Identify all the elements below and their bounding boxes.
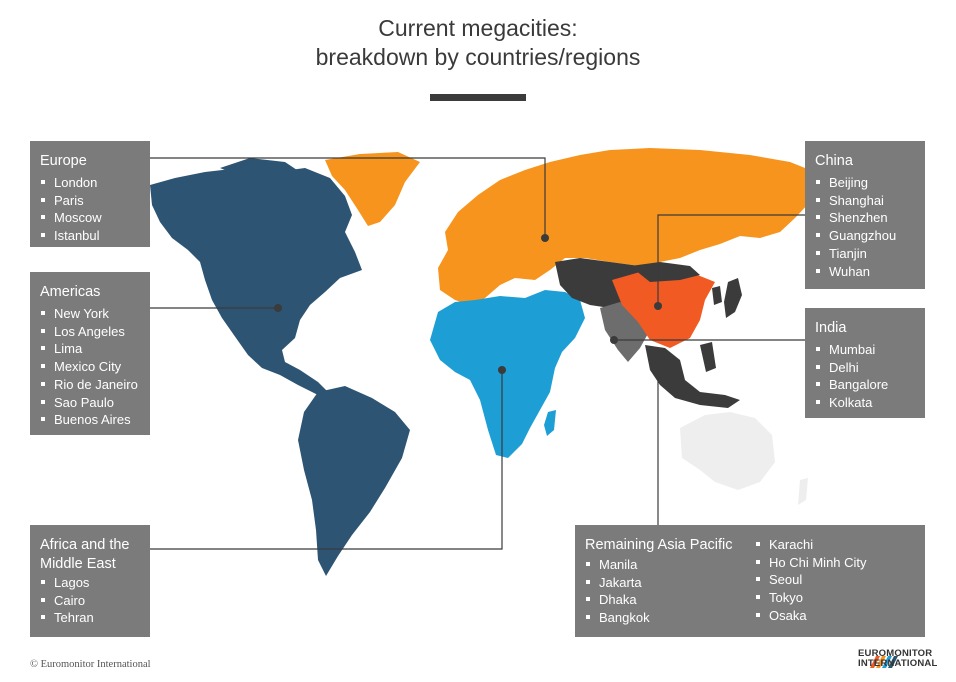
dot-americas (274, 304, 282, 312)
africa-title-line-2: Middle East (40, 556, 116, 572)
region-europe-russia (438, 148, 820, 305)
region-korea (712, 286, 722, 305)
list-item: Osaka (755, 607, 867, 625)
region-china (612, 268, 715, 348)
region-greenland (325, 152, 420, 226)
title-line-2: breakdown by countries/regions (315, 44, 641, 70)
list-item: Bangkok (585, 609, 755, 627)
asia-pacific-box: Remaining Asia Pacific Manila Jakarta Dh… (575, 525, 925, 637)
china-city-list: Beijing Shanghai Shenzhen Guangzhou Tian… (815, 174, 917, 280)
list-item: Ho Chi Minh City (755, 554, 867, 572)
connector-europe (150, 157, 546, 238)
asia-pacific-columns: Remaining Asia Pacific Manila Jakarta Dh… (585, 536, 917, 627)
africa-city-list: Lagos Cairo Tehran (40, 574, 142, 627)
connector-dots (274, 234, 662, 378)
list-item: Cairo (40, 592, 142, 610)
region-africa-middle-east (430, 290, 585, 458)
asia-pacific-city-list-2: Karachi Ho Chi Minh City Seoul Tokyo Osa… (755, 536, 867, 625)
europe-city-list: London Paris Moscow Istanbul (40, 174, 142, 245)
list-item: Mumbai (815, 341, 917, 359)
asia-pacific-city-list-1: Manila Jakarta Dhaka Bangkok (585, 556, 755, 627)
list-item: Karachi (755, 536, 867, 554)
list-item: Istanbul (40, 227, 142, 245)
list-item: Kolkata (815, 394, 917, 412)
logo-text: EUROMONITOR INTERNATIONAL (858, 649, 937, 669)
region-arctic-islands (220, 158, 300, 178)
list-item: London (40, 174, 142, 192)
logo-line-2: INTERNATIONAL (858, 658, 938, 669)
list-item: Shanghai (815, 192, 917, 210)
china-box: China Beijing Shanghai Shenzhen Guangzho… (805, 141, 925, 289)
list-item: Buenos Aires (40, 411, 142, 429)
region-australia (680, 412, 775, 490)
list-item: Delhi (815, 359, 917, 377)
dot-india (610, 336, 618, 344)
list-item: Jakarta (585, 574, 755, 592)
india-box: India Mumbai Delhi Bangalore Kolkata (805, 308, 925, 418)
connector-africa (150, 370, 503, 550)
asia-pacific-column-2: Karachi Ho Chi Minh City Seoul Tokyo Osa… (755, 536, 867, 627)
region-south-america (298, 386, 410, 576)
india-city-list: Mumbai Delhi Bangalore Kolkata (815, 341, 917, 412)
region-new-zealand (798, 478, 808, 505)
dot-africa (498, 366, 506, 374)
euromonitor-logo-icon (870, 656, 898, 668)
list-item: Bangalore (815, 376, 917, 394)
list-item: Tokyo (755, 589, 867, 607)
africa-title: Africa and the Middle East (40, 536, 142, 574)
list-item: Lima (40, 340, 142, 358)
list-item: New York (40, 305, 142, 323)
europe-title: Europe (40, 153, 87, 169)
page-title: Current megacities: breakdown by countri… (0, 14, 956, 72)
dot-asia-pacific (654, 370, 662, 378)
region-japan (724, 278, 742, 318)
region-madagascar (544, 410, 556, 436)
list-item: Beijing (815, 174, 917, 192)
americas-box: Americas New York Los Angeles Lima Mexic… (30, 272, 150, 435)
list-item: Moscow (40, 209, 142, 227)
list-item: Dhaka (585, 591, 755, 609)
connector-china (657, 214, 805, 306)
region-philippines (700, 342, 716, 372)
list-item: Mexico City (40, 358, 142, 376)
dot-europe (541, 234, 549, 242)
title-line-1: Current megacities: (378, 15, 578, 41)
region-mongolia (630, 262, 700, 282)
list-item: Seoul (755, 571, 867, 589)
asia-pacific-column-1: Remaining Asia Pacific Manila Jakarta Dh… (585, 536, 755, 627)
africa-middle-east-box: Africa and the Middle East Lagos Cairo T… (30, 525, 150, 637)
china-title: China (815, 153, 853, 169)
logo-line-1: EUROMONITOR (858, 648, 933, 659)
list-item: Tianjin (815, 245, 917, 263)
copyright-text: © Euromonitor International (30, 659, 151, 670)
list-item: Rio de Janeiro (40, 376, 142, 394)
list-item: Los Angeles (40, 323, 142, 341)
list-item: Manila (585, 556, 755, 574)
connector-lines (150, 157, 805, 550)
americas-city-list: New York Los Angeles Lima Mexico City Ri… (40, 305, 142, 429)
list-item: Lagos (40, 574, 142, 592)
americas-title: Americas (40, 284, 101, 300)
list-item: Shenzhen (815, 209, 917, 227)
africa-title-line-1: Africa and the (40, 537, 130, 553)
title-underline (430, 94, 526, 101)
region-north-america (150, 168, 362, 395)
list-item: Paris (40, 192, 142, 210)
list-item: Guangzhou (815, 227, 917, 245)
india-title: India (815, 320, 847, 336)
dot-china (654, 302, 662, 310)
list-item: Tehran (40, 609, 142, 627)
list-item: Sao Paulo (40, 394, 142, 412)
europe-box: Europe London Paris Moscow Istanbul (30, 141, 150, 247)
region-southeast-asia (645, 345, 740, 408)
asia-pacific-title: Remaining Asia Pacific (585, 537, 733, 553)
list-item: Wuhan (815, 263, 917, 281)
